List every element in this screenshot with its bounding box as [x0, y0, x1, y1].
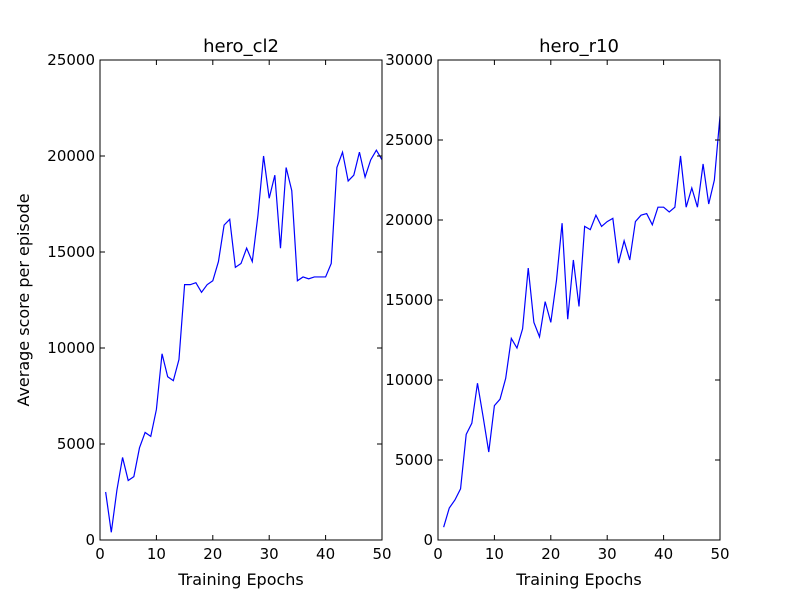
y-tick-label: 25000: [47, 51, 95, 69]
y-tick-label: 10000: [385, 371, 433, 389]
x-tick-label: 30: [260, 545, 279, 563]
series-line: [105, 149, 382, 533]
subplot-title: hero_r10: [539, 36, 619, 57]
y-axis-label: Average score per episode: [14, 193, 33, 406]
subplot-title: hero_cl2: [203, 36, 279, 57]
y-tick-label: 5000: [57, 435, 95, 453]
x-tick-label: 20: [541, 545, 560, 563]
x-axis-label: Training Epochs: [515, 570, 642, 589]
y-tick-label: 5000: [395, 451, 433, 469]
axes-frame: [99, 59, 383, 541]
x-tick-label: 40: [654, 545, 673, 563]
x-axis-label: Training Epochs: [177, 570, 304, 589]
y-tick-label: 0: [85, 531, 95, 549]
y-tick-label: 20000: [385, 211, 433, 229]
x-tick-label: 0: [95, 545, 105, 563]
y-tick-label: 20000: [47, 147, 95, 165]
x-tick-label: 0: [433, 545, 443, 563]
x-tick-label: 30: [598, 545, 617, 563]
subplot-hero-r10: hero_r10 Training Epochs 0 10 20 30 40 50 0 500…: [385, 36, 729, 589]
y-tick-label: 15000: [47, 243, 95, 261]
x-tick-label: 20: [203, 545, 222, 563]
y-tick-label: 30000: [385, 51, 433, 69]
y-tick-label: 15000: [385, 291, 433, 309]
x-tick-label: 10: [485, 545, 504, 563]
y-tick-label: 10000: [47, 339, 95, 357]
subplot-hero-cl2: hero_cl2 Training Epochs 0 10 20 30 40 50 0 500…: [47, 36, 391, 589]
x-tick-label: 40: [316, 545, 335, 563]
y-tick-label: 25000: [385, 131, 433, 149]
x-tick-label: 50: [710, 545, 729, 563]
x-tick-label: 10: [147, 545, 166, 563]
series-line: [443, 115, 720, 528]
y-tick-label: 0: [423, 531, 433, 549]
x-tick-label: 50: [372, 545, 391, 563]
